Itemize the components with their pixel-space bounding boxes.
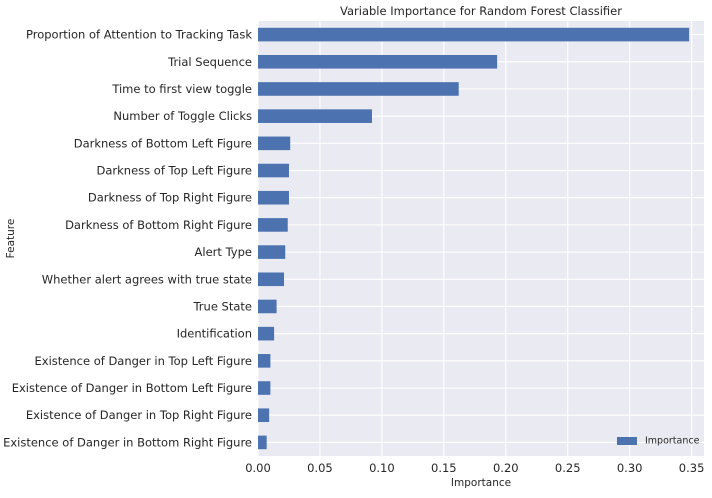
- x-axis-label: Importance: [451, 477, 511, 489]
- bar: [258, 82, 459, 96]
- bar: [258, 218, 288, 232]
- legend-label: Importance: [645, 436, 700, 447]
- y-tick-label: Number of Toggle Clicks: [113, 109, 252, 123]
- y-tick-label: Darkness of Top Right Figure: [88, 191, 252, 205]
- bar: [258, 326, 275, 341]
- bar: [258, 163, 289, 178]
- y-tick-label: Existence of Danger in Top Right Figure: [26, 408, 252, 422]
- x-tick-label: 0.05: [307, 461, 333, 475]
- legend-swatch: [617, 437, 637, 445]
- x-tick-label: 0.00: [245, 461, 271, 475]
- y-tick-label: Whether alert agrees with true state: [42, 272, 252, 286]
- bar: [258, 299, 277, 314]
- x-tick-labels: 0.00 0.05 0.10 0.15 0.20 0.25 0.30 0.35: [245, 461, 704, 475]
- bar: [258, 408, 270, 423]
- bar: [258, 435, 267, 450]
- bar: [258, 109, 372, 123]
- bar: [258, 136, 291, 151]
- bar: [258, 27, 690, 42]
- y-tick-label: Alert Type: [195, 245, 252, 259]
- y-tick-label: Existence of Danger in Top Left Figure: [35, 354, 252, 368]
- chart-title: Variable Importance for Random Forest Cl…: [340, 4, 622, 18]
- y-tick-labels: Proportion of Attention to Tracking Task…: [3, 28, 252, 450]
- x-tick-label: 0.20: [493, 461, 519, 475]
- y-tick-label: True State: [192, 299, 252, 313]
- bar: [258, 381, 271, 395]
- y-tick-label: Existence of Danger in Bottom Left Figur…: [12, 381, 252, 395]
- y-axis-label: Feature: [5, 219, 17, 259]
- bar: [258, 54, 498, 69]
- y-tick-label: Identification: [177, 327, 252, 341]
- y-tick-label: Darkness of Bottom Left Figure: [74, 136, 252, 150]
- y-tick-label: Time to first view toggle: [111, 82, 252, 96]
- y-tick-label: Darkness of Bottom Right Figure: [65, 218, 252, 232]
- y-tick-label: Trial Sequence: [167, 55, 252, 69]
- bar: [258, 245, 286, 259]
- legend: Importance: [617, 436, 700, 447]
- bar: [258, 272, 285, 287]
- x-tick-label: 0.35: [679, 461, 705, 475]
- y-tick-label: Existence of Danger in Bottom Right Figu…: [3, 435, 252, 449]
- x-tick-label: 0.15: [431, 461, 457, 475]
- y-tick-label: Darkness of Top Left Figure: [97, 164, 253, 178]
- x-tick-label: 0.10: [369, 461, 395, 475]
- bar: [258, 354, 271, 368]
- bars: [258, 27, 690, 450]
- x-tick-label: 0.25: [555, 461, 581, 475]
- y-tick-label: Proportion of Attention to Tracking Task: [26, 28, 252, 42]
- x-tick-label: 0.30: [617, 461, 643, 475]
- bar: [258, 190, 289, 205]
